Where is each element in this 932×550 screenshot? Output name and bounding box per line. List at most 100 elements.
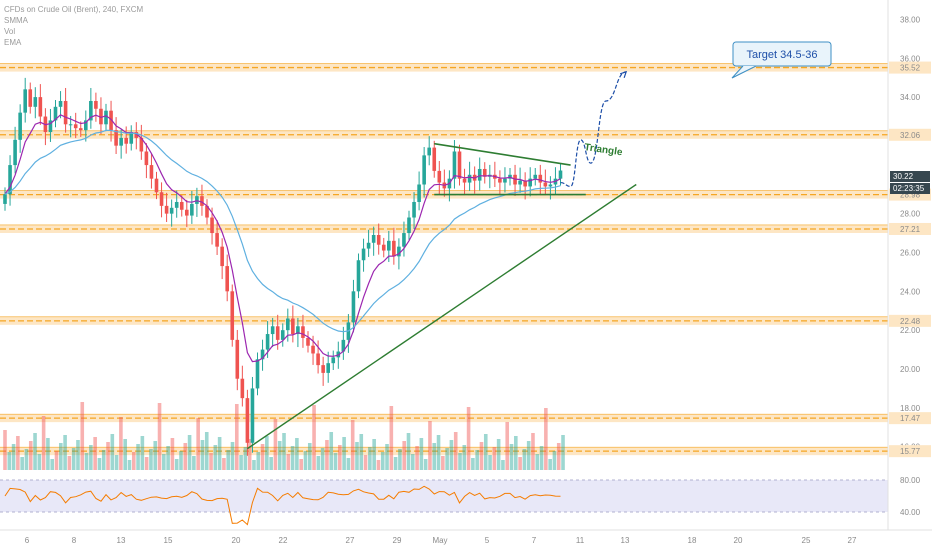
volume-bar: [509, 444, 514, 470]
volume-bar: [24, 449, 29, 470]
candle-body: [8, 165, 12, 195]
candle-body: [432, 147, 437, 171]
volume-bar: [539, 446, 544, 470]
volume-bar: [243, 447, 248, 470]
volume-bar: [552, 451, 557, 470]
candle-body: [523, 180, 527, 187]
price-axis: 16.0018.0020.0022.0024.0026.0028.0030.00…: [887, 0, 931, 530]
volume-bar: [359, 434, 364, 470]
price-tick-label: 28.00: [900, 210, 921, 219]
volume-bar: [157, 403, 162, 470]
volume-bar: [380, 452, 385, 470]
volume-bar: [316, 456, 321, 470]
candle-body: [230, 291, 235, 340]
candle-body: [38, 97, 43, 117]
volume-bar: [479, 442, 484, 470]
volume-bar: [209, 453, 213, 470]
volume-bar: [41, 416, 46, 470]
volume-bar: [252, 460, 256, 470]
price-tick-label: 26.00: [900, 248, 921, 257]
volume-bar: [496, 439, 501, 470]
candle-body: [427, 147, 431, 156]
candle-body: [139, 137, 144, 152]
time-tick-label: 20: [734, 536, 743, 545]
volume-bar: [80, 402, 85, 470]
level-price-tag: [889, 222, 931, 235]
chart-legend: CFDs on Crude Oil (Brent), 240, FXCM SMM…: [4, 4, 143, 48]
candle-body: [58, 100, 63, 107]
volume-bar: [140, 436, 145, 470]
volume-bar: [548, 459, 552, 470]
volume-bar: [97, 458, 102, 470]
candle-body: [149, 165, 154, 179]
candle-body: [255, 359, 260, 389]
level-price-tag: [889, 412, 931, 425]
volume-bar: [458, 453, 462, 470]
volume-bar: [488, 455, 492, 470]
candle-body: [533, 174, 538, 179]
volume-bar: [110, 434, 115, 470]
candle-body: [89, 100, 93, 121]
time-tick-label: 7: [532, 536, 537, 545]
volume-bar: [273, 419, 278, 470]
volume-bar: [153, 441, 158, 470]
volume-bar: [475, 450, 479, 470]
triangle-label: Triangle: [584, 142, 624, 158]
volume-bar: [329, 432, 334, 470]
volume-bar: [174, 459, 179, 470]
triangle-pattern: [434, 142, 586, 196]
volume-bar: [183, 443, 188, 470]
time-tick-label: 13: [117, 536, 126, 545]
smma-legend: SMMA: [4, 16, 28, 25]
volume-bar: [3, 430, 7, 470]
candle-body: [73, 124, 78, 129]
level-price-label: 17.47: [900, 414, 921, 423]
volume-bar: [320, 448, 325, 470]
candle-body: [114, 130, 118, 146]
price-tick-label: 34.00: [900, 93, 921, 102]
candle-body: [109, 110, 113, 131]
rsi-line: [4, 485, 561, 526]
volume-bar: [84, 453, 89, 470]
candle-body: [48, 120, 53, 133]
candle-body: [316, 353, 320, 366]
candle-body: [301, 326, 305, 338]
volume-bar: [372, 439, 376, 470]
target-box: [732, 41, 832, 67]
volume-bar: [144, 457, 149, 470]
candle-body: [270, 326, 275, 335]
candle-body: [23, 89, 27, 113]
volume-bar: [471, 458, 475, 470]
candle-body: [235, 339, 240, 379]
volume-bar: [445, 448, 449, 470]
candle-body: [296, 326, 300, 335]
candle-body: [311, 345, 315, 354]
candle-body: [179, 201, 184, 210]
candle-body: [452, 151, 457, 179]
volume-bar: [7, 452, 12, 470]
volume-bar: [376, 460, 381, 470]
price-tick-label: 22.00: [900, 326, 921, 335]
countdown-value: 02:23:35: [893, 184, 925, 193]
candle-body: [210, 217, 214, 234]
candle-body: [78, 128, 83, 131]
candle-body: [260, 349, 265, 360]
candle-body: [215, 233, 219, 247]
volume-bar: [50, 459, 55, 470]
level-price-tag: [889, 445, 931, 458]
candle-body: [351, 291, 356, 323]
volume-bar: [501, 460, 505, 470]
candle-body: [326, 363, 330, 373]
forecast-arrowhead: [619, 70, 628, 79]
volume-bar: [406, 433, 411, 470]
candle-body: [280, 330, 285, 340]
price-tick-label: 36.00: [900, 54, 921, 63]
candle-body: [13, 139, 17, 166]
volume-bar: [46, 438, 50, 470]
volume-bar: [149, 449, 153, 470]
time-tick-label: 5: [485, 536, 490, 545]
candle-body: [306, 337, 310, 346]
volume-bar: [492, 447, 497, 470]
candle-body: [518, 180, 522, 185]
